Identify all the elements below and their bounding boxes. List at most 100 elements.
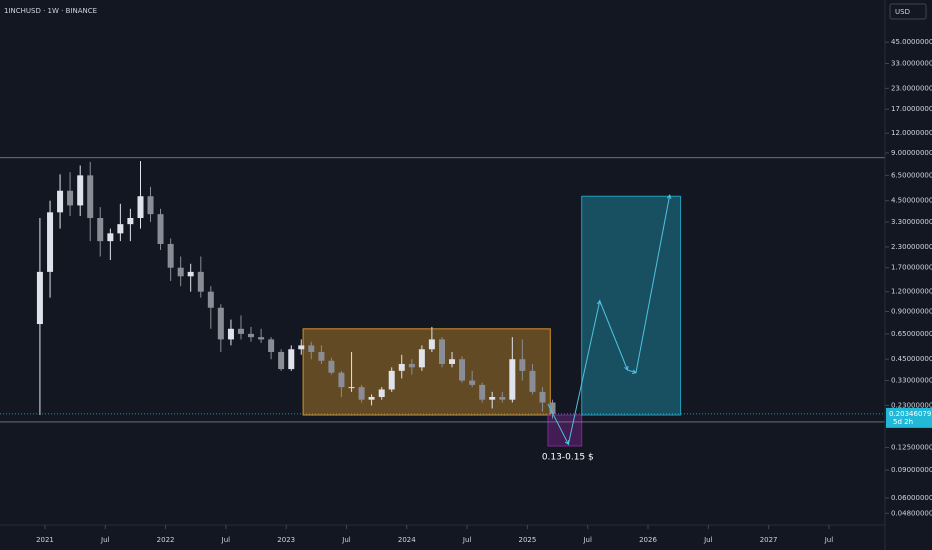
candle-body	[529, 370, 536, 392]
candle-body	[408, 363, 415, 368]
candle-body	[449, 359, 456, 364]
x-tick-label: 2025	[518, 536, 536, 544]
y-tick-label: 0.33000000	[891, 377, 932, 385]
candle-body	[509, 359, 516, 400]
candle-body	[227, 328, 234, 340]
candle-body	[288, 349, 295, 370]
candle-body	[258, 337, 265, 340]
candle-body	[187, 271, 194, 277]
y-tick-label: 23.00000000	[891, 84, 932, 92]
x-tick-label: Jul	[703, 536, 713, 544]
x-tick-label: Jul	[100, 536, 110, 544]
candle-body	[167, 243, 174, 268]
countdown-label: 5d 2h	[893, 418, 913, 426]
arrow-head	[624, 365, 629, 371]
candle-body	[278, 351, 285, 370]
y-tick-label: 0.90000000	[891, 307, 932, 315]
candle-body	[36, 271, 43, 325]
candle-body	[237, 328, 244, 334]
candle-body	[358, 387, 365, 400]
candle-body	[479, 384, 486, 400]
last-price-box	[886, 407, 932, 428]
x-tick-label: Jul	[341, 536, 351, 544]
currency-label[interactable]: USD	[895, 8, 910, 16]
y-tick-label: 12.00000000	[891, 129, 932, 137]
candle-body	[459, 359, 466, 381]
x-tick-label: Jul	[582, 536, 592, 544]
zone	[581, 195, 682, 416]
y-tick-label: 33.00000000	[891, 60, 932, 68]
candle-body	[418, 349, 425, 368]
candle-body	[469, 380, 476, 385]
candle-body	[388, 370, 395, 390]
y-tick-label: 0.06000000	[891, 494, 932, 502]
arrow-head	[666, 194, 672, 200]
y-tick-label: 1.70000000	[891, 264, 932, 272]
candle-body	[378, 389, 385, 397]
x-tick-label: Jul	[221, 536, 231, 544]
candle-body	[47, 212, 54, 272]
currency-button[interactable]	[889, 3, 927, 20]
x-tick-label: Jul	[824, 536, 834, 544]
x-tick-label: 2023	[277, 536, 295, 544]
candle-body	[247, 333, 254, 338]
candle-body	[127, 217, 134, 225]
zone	[547, 414, 583, 447]
candle-body	[298, 345, 305, 350]
candle-body	[67, 190, 74, 206]
candle-body	[147, 196, 154, 215]
candle-body	[157, 214, 164, 244]
y-tick-label: 3.30000000	[891, 218, 932, 226]
candle-body	[87, 175, 94, 218]
arrow-head	[596, 299, 602, 305]
candle-body	[217, 307, 224, 340]
candle-body	[338, 372, 345, 388]
candle-body	[368, 396, 375, 400]
candle-body	[428, 339, 435, 350]
x-tick-label: 2024	[398, 536, 416, 544]
candle-body	[117, 224, 124, 234]
candle-body	[197, 271, 204, 292]
y-tick-label: 0.12500000	[891, 443, 932, 451]
y-tick-label: 0.65000000	[891, 330, 932, 338]
candle-body	[439, 339, 446, 364]
y-tick-label: 0.45000000	[891, 355, 932, 363]
candle-body	[137, 196, 144, 218]
arrow-head	[564, 440, 570, 446]
x-tick-label: Jul	[462, 536, 472, 544]
candle-body	[398, 363, 405, 371]
candle-body	[549, 402, 556, 414]
candle-body	[539, 391, 546, 403]
y-tick-label: 1.20000000	[891, 288, 932, 296]
x-tick-label: 2022	[157, 536, 175, 544]
candle-body	[57, 190, 64, 213]
candle-body	[77, 175, 84, 206]
y-tick-label: 0.09000000	[891, 466, 932, 474]
last-price-label: 0.20346079	[889, 410, 931, 418]
candle-body	[328, 360, 335, 373]
y-tick-label: 45.00000000	[891, 38, 932, 46]
zone	[302, 328, 551, 416]
y-tick-label: 4.50000000	[891, 197, 932, 205]
y-tick-label: 17.00000000	[891, 105, 932, 113]
chart-title: 1INCHUSD · 1W · BINANCE	[4, 7, 97, 15]
annotation: 0.13-0.15 $	[542, 453, 594, 463]
y-tick-label: 9.00000000	[891, 149, 932, 157]
arrow-head	[631, 369, 637, 374]
candle-body	[107, 233, 114, 242]
plot-area	[0, 157, 885, 447]
candle-body	[97, 217, 104, 242]
candle-body	[348, 387, 355, 389]
candle-body	[268, 339, 275, 352]
projection-path	[547, 195, 671, 446]
price-axis	[885, 0, 932, 550]
candle-body	[499, 396, 506, 400]
candle-body	[318, 351, 325, 361]
candle-body	[308, 345, 315, 352]
candle-body	[489, 396, 496, 400]
x-tick-label: 2026	[639, 536, 657, 544]
y-tick-label: 2.30000000	[891, 243, 932, 251]
candle-body	[177, 267, 184, 277]
